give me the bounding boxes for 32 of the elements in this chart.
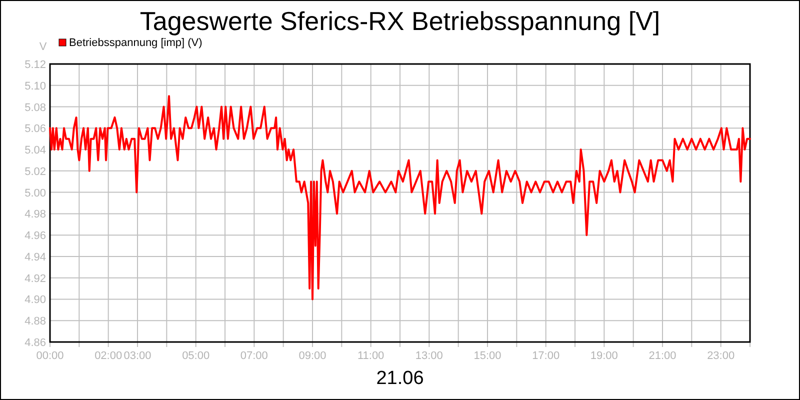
y-tick-label: 4.92 <box>24 272 46 285</box>
y-tick-label: 4.90 <box>24 294 46 306</box>
x-tick-label: 23:00 <box>707 350 735 362</box>
y-tick-label: 5.10 <box>24 80 46 92</box>
y-tick-label: 5.06 <box>24 123 46 136</box>
x-tick-label: 02:00 <box>94 350 122 362</box>
x-tick-label: 17:00 <box>532 350 560 362</box>
line-series <box>49 95 751 300</box>
y-axis-title: V <box>39 41 48 53</box>
y-tick-label: 4.98 <box>24 208 46 221</box>
x-tick-label: 07:00 <box>240 350 268 362</box>
x-tick-label: 19:00 <box>590 350 618 362</box>
x-tick-label: 03:00 <box>124 350 152 362</box>
x-tick-label: 00:00 <box>36 350 64 362</box>
x-tick-label: 21:00 <box>648 350 676 362</box>
y-tick-label: 5.12 <box>24 59 46 71</box>
y-tick-label: 4.86 <box>24 337 46 349</box>
y-tick-label: 5.00 <box>24 187 46 200</box>
x-tick-label: 05:00 <box>182 350 210 362</box>
y-tick-label: 5.04 <box>24 144 46 157</box>
y-tick-label: 5.08 <box>24 102 46 114</box>
x-axis-title: 21.06 <box>376 368 424 389</box>
y-tick-label: 4.96 <box>24 230 46 242</box>
x-tick-label: 15:00 <box>474 350 502 362</box>
chart-title: Tageswerte Sferics-RX Betriebsspannung [V] <box>140 6 660 36</box>
x-tick-label: 09:00 <box>298 350 326 362</box>
y-tick-label: 4.94 <box>24 251 46 264</box>
x-tick-label: 11:00 <box>357 350 384 362</box>
x-tick-label: 13:00 <box>415 350 443 362</box>
y-tick-label: 5.02 <box>24 166 46 178</box>
y-tick-label: 4.88 <box>24 316 46 328</box>
legend-label: Betriebsspannung [imp] (V) <box>69 37 202 49</box>
